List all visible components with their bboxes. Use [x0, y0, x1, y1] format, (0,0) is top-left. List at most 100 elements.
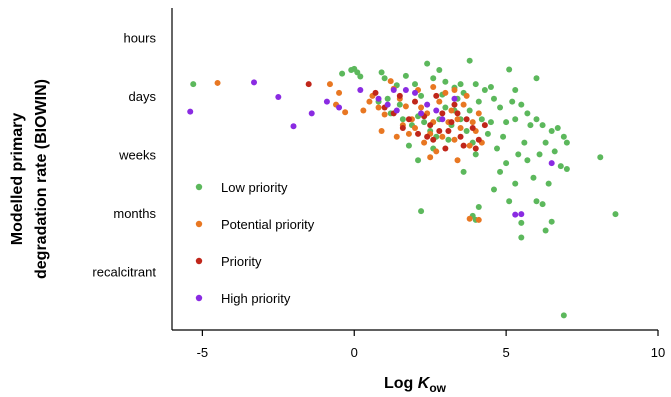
legend-marker	[195, 220, 203, 228]
data-point	[375, 104, 382, 111]
data-point	[463, 92, 470, 99]
x-axis-title-main: Log	[384, 375, 418, 392]
data-point	[457, 133, 464, 140]
data-point	[415, 130, 422, 137]
data-point	[563, 166, 570, 172]
data-point	[415, 157, 422, 164]
data-point	[521, 139, 528, 146]
data-point	[405, 116, 412, 123]
data-point	[597, 154, 604, 161]
data-point	[402, 103, 409, 110]
data-point	[399, 125, 406, 132]
data-point	[469, 119, 476, 126]
data-point	[548, 127, 555, 134]
data-point	[323, 98, 330, 105]
legend-marker	[195, 257, 203, 265]
data-point	[542, 139, 549, 146]
x-tick-label: 5	[503, 345, 510, 360]
data-point	[466, 215, 473, 222]
x-axis-title-italic: K	[418, 375, 431, 392]
data-point	[475, 204, 482, 211]
legend-label: Potential priority	[221, 217, 315, 232]
data-point	[530, 174, 537, 181]
data-point	[396, 92, 403, 99]
data-point	[442, 104, 449, 111]
data-point	[445, 127, 452, 134]
data-point	[472, 151, 479, 158]
data-point	[430, 84, 437, 91]
data-point	[509, 98, 516, 105]
data-point	[551, 148, 558, 155]
legend-label: Priority	[221, 254, 262, 269]
data-point	[405, 142, 412, 149]
data-point	[433, 148, 440, 155]
data-point	[339, 70, 346, 77]
data-point	[548, 160, 555, 167]
data-point	[460, 101, 467, 108]
data-point	[399, 116, 406, 123]
data-point	[418, 92, 425, 99]
data-point	[512, 86, 519, 93]
data-point	[457, 125, 464, 132]
data-point	[500, 133, 507, 140]
data-point	[421, 119, 428, 126]
data-point	[418, 104, 425, 111]
data-point	[439, 133, 446, 140]
data-point	[490, 186, 497, 193]
data-point	[354, 69, 361, 76]
data-point	[542, 227, 549, 234]
data-point	[342, 109, 349, 116]
data-point	[402, 86, 409, 93]
data-point	[481, 122, 488, 129]
data-point	[187, 108, 194, 115]
data-point	[545, 180, 552, 187]
data-point	[506, 198, 513, 205]
x-ticks: -5 0 5 10	[197, 330, 665, 360]
data-point	[451, 101, 458, 108]
x-axis-title-subscript: ow	[429, 381, 446, 395]
data-point	[494, 145, 501, 152]
data-point	[497, 168, 504, 175]
data-point	[445, 136, 452, 143]
data-point	[357, 73, 364, 80]
data-point	[518, 234, 525, 241]
data-point	[396, 101, 403, 108]
data-point	[518, 219, 525, 226]
data-point	[454, 157, 461, 164]
data-point	[454, 116, 461, 123]
data-point	[469, 125, 476, 132]
data-point	[427, 154, 434, 161]
data-point	[475, 110, 482, 117]
y-tick-label: hours	[123, 30, 156, 45]
data-point	[548, 218, 555, 225]
data-point	[463, 116, 470, 123]
y-tick-label: days	[129, 89, 157, 104]
y-tick-label: weeks	[118, 147, 156, 162]
data-point	[412, 81, 418, 88]
data-point	[430, 136, 437, 143]
data-point	[442, 89, 449, 96]
data-point	[402, 72, 409, 79]
data-point	[375, 95, 382, 102]
data-point	[336, 89, 343, 96]
data-point	[360, 107, 367, 114]
data-point	[518, 211, 525, 218]
data-point	[442, 145, 449, 152]
data-point	[448, 107, 455, 114]
data-point	[424, 133, 431, 140]
data-point	[466, 57, 473, 64]
data-point	[533, 116, 540, 123]
data-point	[387, 78, 394, 85]
data-point	[412, 98, 418, 105]
data-point	[427, 122, 434, 129]
data-point	[305, 81, 312, 88]
data-point	[490, 95, 497, 102]
data-point	[424, 60, 431, 67]
series-priority	[305, 81, 488, 152]
data-points	[187, 57, 619, 319]
data-point	[539, 122, 546, 129]
legend: Low priority Potential priority Priority Hi…	[195, 180, 315, 306]
y-tick-label: recalcitrant	[92, 264, 156, 279]
data-point	[433, 107, 440, 114]
